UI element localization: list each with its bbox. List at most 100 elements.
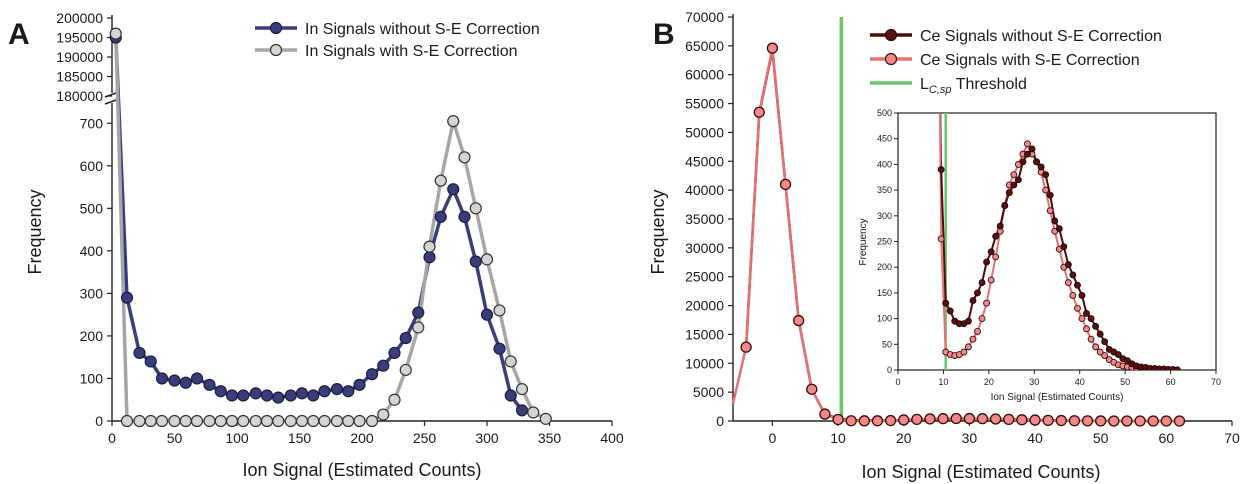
panel-a-point-without [318, 385, 331, 398]
inset-point-without [1042, 171, 1050, 179]
panel-b-point-with [1081, 415, 1094, 427]
panel-b-y-tick-label: 70000 [685, 9, 724, 25]
panel-a-point-with [237, 414, 250, 428]
panel-a-point-without [214, 385, 227, 398]
panel-b-y-tick-label: 55000 [685, 96, 724, 112]
panel-a-point-with [225, 414, 239, 428]
panel-a-point-with [539, 412, 552, 425]
panel-b-chart: B0 10 20 30 40 50 60 70050001000015000200002500… [648, 9, 1240, 482]
inset-y-tick-label: 0 [887, 365, 892, 375]
inset-point-with [1010, 171, 1018, 179]
panel-b-y-tick-label: 35000 [685, 211, 724, 227]
panel-a-point-without [353, 378, 366, 391]
panel-a-point-with [295, 414, 309, 428]
inset-point-without [1001, 202, 1009, 209]
panel-b-point-with [989, 413, 1002, 425]
inset-point-without [1046, 191, 1054, 199]
panel-a-point-with [318, 414, 331, 428]
inset-point-with [1092, 343, 1100, 351]
inset-point-without [946, 307, 954, 315]
panel-b-legend-marker-with [884, 52, 898, 66]
panel-a-point-with [493, 304, 506, 317]
inset-point-with [987, 276, 995, 284]
panel-a-point-without [412, 306, 425, 319]
panel-b-point-with [766, 42, 779, 54]
panel-b-point-with [1042, 414, 1054, 427]
inset-point-without [1078, 292, 1086, 299]
panel-a-point-without [504, 389, 517, 402]
panel-a-x-tick-label: 300 [475, 430, 499, 446]
inset-x-tick-label: 10 [938, 377, 948, 387]
panel-a-point-with [144, 414, 157, 428]
panel-b-y-tick-label: 60000 [685, 67, 724, 83]
panel-b-x-tick-label: 30 [962, 430, 978, 446]
inset-point-without [1083, 310, 1090, 317]
inset-point-without [1069, 271, 1077, 279]
panel-a-y-axis-title: Frequency [25, 189, 45, 274]
inset-point-without [1173, 366, 1181, 370]
panel-b-point-with [1003, 413, 1015, 426]
inset-y-tick-label: 50 [882, 339, 892, 349]
panel-b-x-tick-label: 20 [896, 430, 912, 446]
panel-a-point-without [458, 210, 471, 223]
panel-a-y-tick-label-upper: 185000 [56, 69, 103, 85]
panel-b-point-with [963, 412, 976, 425]
panel-a-point-with [307, 414, 320, 428]
panel-b-point-with [832, 413, 844, 426]
inset-point-without [1087, 315, 1095, 323]
panel-b-point-with [911, 413, 923, 426]
panel-b-x-tick-label: 50 [1093, 430, 1109, 446]
inset-point-without [1037, 163, 1045, 171]
panel-a-point-with [353, 414, 366, 428]
inset-point-with [937, 235, 945, 243]
panel-a-point-without [342, 385, 355, 398]
inset-point-without [1024, 150, 1031, 158]
inset-point-with [1046, 207, 1054, 215]
panel-b-point-with [1068, 415, 1081, 427]
inset-point-with [960, 348, 968, 356]
inset-point-without [1033, 158, 1041, 166]
panel-a-point-with [377, 408, 390, 421]
panel-a-x-axis-title: Ion Signal (Estimated Counts) [242, 460, 481, 480]
panel-a-point-without [260, 389, 274, 402]
panel-a-point-with [480, 253, 494, 266]
inset-x-tick-label: 70 [1211, 377, 1221, 387]
panel-a-chart: A 0 50 100 150 200 250 300 350 400 0 100 200 300 400 50… [8, 10, 624, 480]
inset-point-with [1083, 325, 1090, 333]
panel-a-point-with [515, 383, 529, 396]
panel-b-y-tick-label: 30000 [685, 240, 724, 256]
panel-a-point-without [399, 331, 412, 345]
panel-a-point-without [330, 383, 344, 396]
inset-point-without [1028, 145, 1036, 153]
inset-point-without [1005, 189, 1013, 197]
panel-a-point-without [493, 342, 506, 355]
panel-b-point-with [1173, 415, 1186, 427]
inset-series-line-with-entry [939, 113, 943, 239]
inset-x-axis-title: Ion Signal (Estimated Counts) [991, 392, 1124, 403]
panel-a-x-tick-label: 100 [225, 430, 249, 446]
panel-a-point-without [377, 359, 390, 372]
panel-a-point-with [272, 414, 285, 428]
inset-point-without [1114, 351, 1122, 359]
panel-b-point-with [924, 413, 936, 425]
panel-a-point-without [190, 372, 204, 385]
panel-a-point-with [179, 414, 192, 428]
inset-point-with [1096, 348, 1104, 356]
panel-a-point-with [120, 414, 134, 428]
inset-point-without [942, 299, 950, 307]
inset-point-without [974, 289, 981, 297]
panel-b-point-with [1147, 415, 1159, 427]
panel-a-y-tick-label-upper: 190000 [56, 49, 103, 65]
panel-b-point-with [937, 413, 949, 425]
inset-point-without [1064, 261, 1072, 269]
panel-a-point-without [515, 404, 529, 417]
panel-a-point-with [458, 151, 471, 164]
inset-plot-area [937, 113, 1181, 370]
panel-a-point-with [155, 414, 169, 428]
panel-a-y-tick-label: 600 [80, 158, 104, 174]
panel-b-point-with [884, 414, 897, 427]
panel-a-series-line-without [114, 37, 524, 412]
inset-point-without [969, 297, 977, 305]
panel-a-legend-label-without: In Signals without S-E Correction [305, 21, 540, 38]
inset-point-without [1060, 243, 1068, 251]
